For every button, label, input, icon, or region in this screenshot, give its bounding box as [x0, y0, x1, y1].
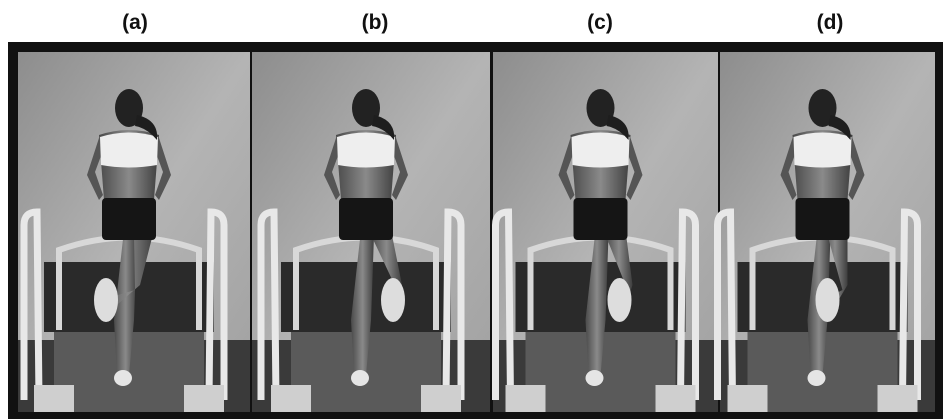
photo-panel	[718, 52, 936, 412]
belt-edge	[271, 385, 311, 412]
belt-edge	[34, 385, 74, 412]
photo-panel	[252, 52, 490, 412]
belt-edge	[656, 385, 696, 412]
shoe	[381, 278, 405, 322]
sports-top	[100, 133, 158, 168]
sports-top	[794, 133, 852, 168]
belt-edge	[506, 385, 546, 412]
photo-panel	[18, 52, 250, 412]
shorts	[796, 198, 850, 240]
figure: (a) (b) (c) (d)	[0, 0, 945, 419]
panel-label: (b)	[362, 11, 389, 34]
page: (a)(b)(c)(d) (() => { const data = JSON.…	[0, 0, 945, 419]
photo-panel	[493, 52, 718, 412]
shoe	[114, 370, 132, 386]
panel-label: (c)	[587, 11, 613, 34]
shoe	[608, 278, 632, 322]
shoe	[94, 278, 118, 322]
shoe	[808, 370, 826, 386]
belt-edge	[421, 385, 461, 412]
shorts	[102, 198, 156, 240]
shoe	[816, 278, 840, 322]
shorts	[339, 198, 393, 240]
sports-top	[337, 133, 395, 168]
belt-edge	[184, 385, 224, 412]
panel-label: (a)	[122, 11, 148, 34]
belt-edge	[878, 385, 918, 412]
panel-label: (d)	[817, 11, 844, 34]
shoe	[586, 370, 604, 386]
sports-top	[572, 133, 630, 168]
shorts	[574, 198, 628, 240]
shoe	[351, 370, 369, 386]
belt-edge	[728, 385, 768, 412]
